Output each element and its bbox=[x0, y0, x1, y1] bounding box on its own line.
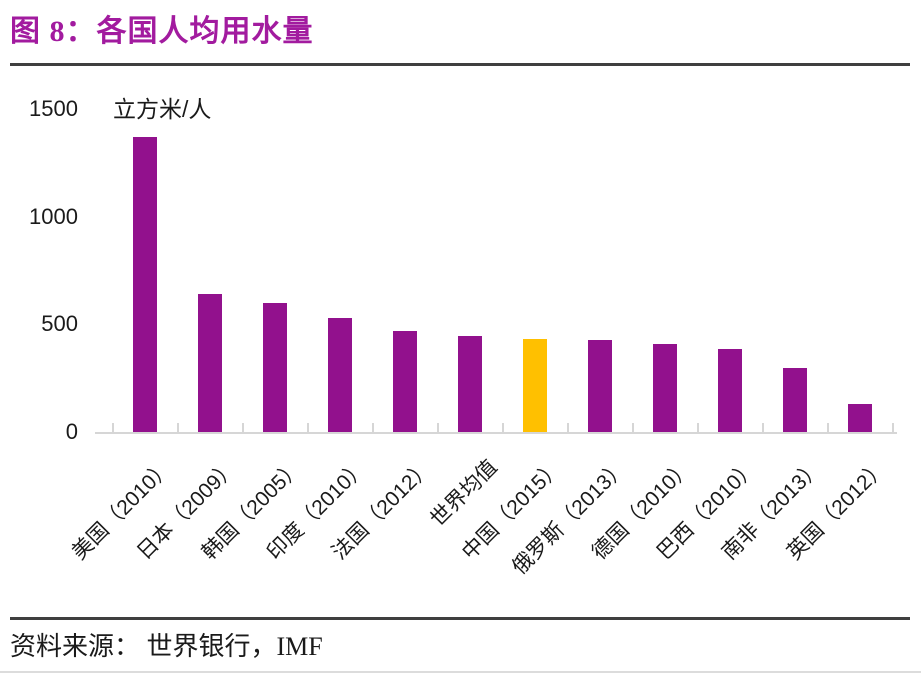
x-axis-tick bbox=[437, 423, 439, 433]
bar-cell bbox=[307, 109, 372, 432]
x-axis-tick bbox=[242, 423, 244, 433]
bar-cell bbox=[567, 109, 632, 432]
bar-中国（2015） bbox=[522, 339, 547, 432]
bar-cell bbox=[697, 109, 762, 432]
bar-cell bbox=[632, 109, 697, 432]
bar-cell bbox=[112, 109, 177, 432]
bar-cell bbox=[372, 109, 437, 432]
bar-韩国（2005） bbox=[262, 302, 287, 432]
bar-世界均值 bbox=[457, 336, 482, 432]
y-axis-unit-label: 立方米/人 bbox=[113, 96, 212, 122]
bar-cell bbox=[242, 109, 307, 432]
bar-印度（2010） bbox=[327, 317, 352, 432]
x-axis-tick bbox=[697, 423, 699, 433]
source-rule bbox=[10, 617, 910, 620]
y-tick-label: 500 bbox=[41, 311, 78, 337]
bar-法国（2012） bbox=[392, 330, 417, 432]
x-axis-tick bbox=[177, 423, 179, 433]
bar-南非（2013） bbox=[782, 368, 807, 432]
bar-cell bbox=[437, 109, 502, 432]
x-axis-tick bbox=[112, 423, 114, 433]
x-axis-tick bbox=[762, 423, 764, 433]
bar-日本（2009） bbox=[197, 294, 222, 432]
header-rule bbox=[10, 63, 910, 66]
bar-德国（2010） bbox=[652, 343, 677, 432]
bar-俄罗斯（2013） bbox=[587, 340, 612, 432]
x-axis-tick bbox=[892, 423, 894, 433]
bar-巴西（2010） bbox=[717, 349, 742, 432]
figure-title: 图 8：各国人均用水量 bbox=[10, 15, 314, 48]
x-axis-tick bbox=[502, 423, 504, 433]
bar-英国（2012） bbox=[847, 404, 872, 432]
x-axis-tick bbox=[372, 423, 374, 433]
x-axis-tick bbox=[567, 423, 569, 433]
x-axis-tick bbox=[827, 423, 829, 433]
x-axis-tick bbox=[307, 423, 309, 433]
y-tick-label: 1000 bbox=[29, 203, 78, 229]
x-axis-line bbox=[95, 432, 897, 434]
x-axis-tick bbox=[632, 423, 634, 433]
plot-area bbox=[112, 109, 892, 432]
bar-cell bbox=[502, 109, 567, 432]
bar-cell bbox=[827, 109, 892, 432]
bar-cell bbox=[177, 109, 242, 432]
bottom-rule bbox=[0, 671, 921, 673]
bar-美国（2010） bbox=[132, 137, 157, 432]
source-text: 资料来源： 世界银行，IMF bbox=[10, 632, 323, 661]
y-tick-label: 0 bbox=[65, 419, 78, 444]
y-tick-label: 1500 bbox=[29, 96, 78, 121]
bar-cell bbox=[762, 109, 827, 432]
